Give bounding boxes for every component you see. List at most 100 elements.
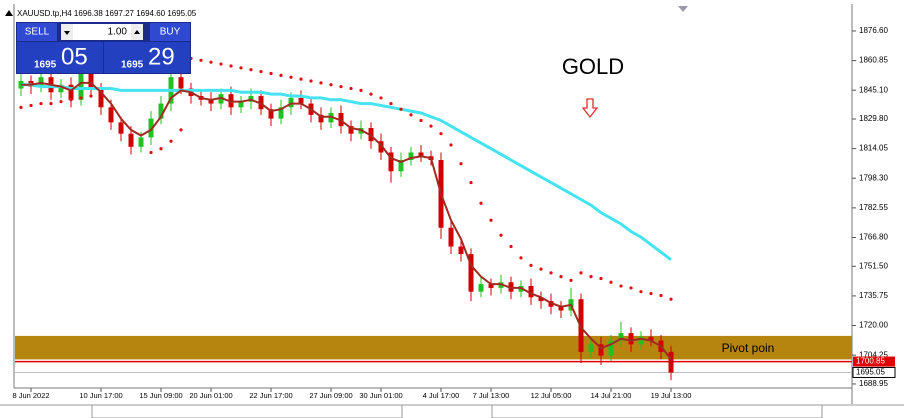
candle-body [378, 141, 384, 153]
candle-body [398, 160, 404, 172]
sar-dot [19, 105, 23, 109]
sar-dot [599, 276, 603, 281]
sar-dot [239, 66, 243, 70]
x-tick-label: 14 Jul 21:00 [591, 391, 632, 400]
sar-dot [659, 293, 663, 298]
buy-button[interactable] [150, 23, 190, 41]
sar-dot [559, 275, 563, 279]
sell-price-box[interactable] [17, 42, 103, 73]
sar-dot [609, 280, 613, 284]
tab[interactable] [91, 404, 403, 418]
tab[interactable] [491, 404, 823, 418]
candle-body [588, 344, 594, 352]
collapse-icon[interactable] [5, 10, 13, 16]
candle-body [238, 101, 244, 108]
x-tick-label: 4 Jul 17:00 [423, 391, 460, 400]
sar-dot [379, 96, 383, 100]
annotation: GOLD [562, 54, 624, 79]
sar-dot [409, 113, 413, 117]
up-icon [134, 30, 140, 34]
sar-dot [619, 284, 623, 288]
sar-dot [389, 101, 393, 106]
sar-dot [169, 139, 173, 143]
candle-body [388, 152, 394, 172]
sar-dot [249, 68, 253, 72]
sar-dot [179, 128, 183, 132]
x-tick-label: 12 Jul 05:00 [531, 391, 572, 400]
sar-dot [539, 267, 543, 271]
candle-body [118, 122, 124, 134]
sar-dot [29, 103, 33, 108]
candle-body [98, 88, 104, 108]
sar-dot [309, 79, 313, 83]
sar-dot [529, 263, 533, 267]
sar-dot [419, 118, 423, 123]
candle-body [618, 333, 624, 341]
x-tick-label: 20 Jun 01:00 [189, 391, 232, 400]
sar-dot [359, 88, 363, 92]
sar-dot [39, 101, 43, 106]
sar-dot [549, 271, 553, 275]
candle-body [598, 344, 604, 356]
shift-marker [678, 6, 688, 12]
y-tick-label: 1720.00 [859, 321, 888, 330]
sar-dot [59, 100, 63, 104]
candle-body [448, 227, 454, 247]
candle-body [458, 246, 464, 255]
sar-dot [289, 75, 293, 79]
down-arrow [581, 98, 599, 119]
sar-dot [489, 218, 493, 222]
sell-button[interactable] [17, 23, 57, 41]
sar-dot [319, 81, 323, 85]
x-tick-label: 22 Jun 17:00 [249, 391, 292, 400]
sar-dot [339, 85, 343, 89]
y-tick-label: 1814.05 [859, 144, 888, 153]
candle-body [318, 114, 324, 123]
buy-price-box[interactable] [104, 42, 190, 73]
sar-dot [219, 62, 223, 66]
last-price-tag-label: 1695.05 [856, 368, 885, 377]
moving-average [21, 83, 672, 261]
sar-dot [199, 58, 203, 62]
candle-body [608, 340, 614, 356]
candle-body [88, 65, 94, 89]
sar-dot [69, 98, 73, 102]
y-tick-label: 1704.25 [859, 350, 888, 359]
sar-dot [509, 244, 513, 249]
sar-dot [499, 233, 503, 237]
sar-dot [159, 147, 163, 151]
candle-body [178, 77, 184, 89]
sar-dot [299, 77, 303, 81]
sar-dot [259, 69, 263, 74]
sar-dot [49, 101, 53, 106]
y-tick-label: 1782.55 [859, 203, 888, 212]
y-tick-label: 1798.30 [859, 173, 888, 182]
sar-dot [399, 107, 403, 111]
candle-body [628, 333, 634, 345]
candle-body [468, 254, 474, 292]
moving-average [21, 81, 672, 361]
red-line-tag [853, 356, 895, 367]
y-tick-label: 1829.80 [859, 114, 888, 123]
sar-dot [569, 278, 573, 282]
y-tick-label: 1688.95 [859, 379, 888, 388]
volume-field[interactable] [73, 24, 131, 40]
buy-label: BUY [160, 27, 181, 38]
red-line-tag-label: 1700.85 [856, 357, 885, 366]
sell-label: SELL [25, 27, 50, 38]
down-icon [64, 31, 70, 35]
sar-dot [579, 271, 583, 275]
sar-dot [369, 92, 373, 96]
candle-body [528, 286, 534, 298]
zone-label: Pivot poin [722, 341, 775, 355]
y-tick-label: 1876.60 [859, 26, 888, 35]
sar-dot [329, 83, 333, 87]
sar-dot [639, 290, 643, 294]
sar-dot [469, 180, 473, 185]
sar-dot [669, 297, 673, 301]
sar-dot [149, 150, 153, 155]
chart-header: XAUUSD.tp,H4 1696.38 1697.27 1694.60 169… [17, 9, 197, 18]
candle-body [418, 152, 424, 157]
candle-body [108, 107, 114, 123]
